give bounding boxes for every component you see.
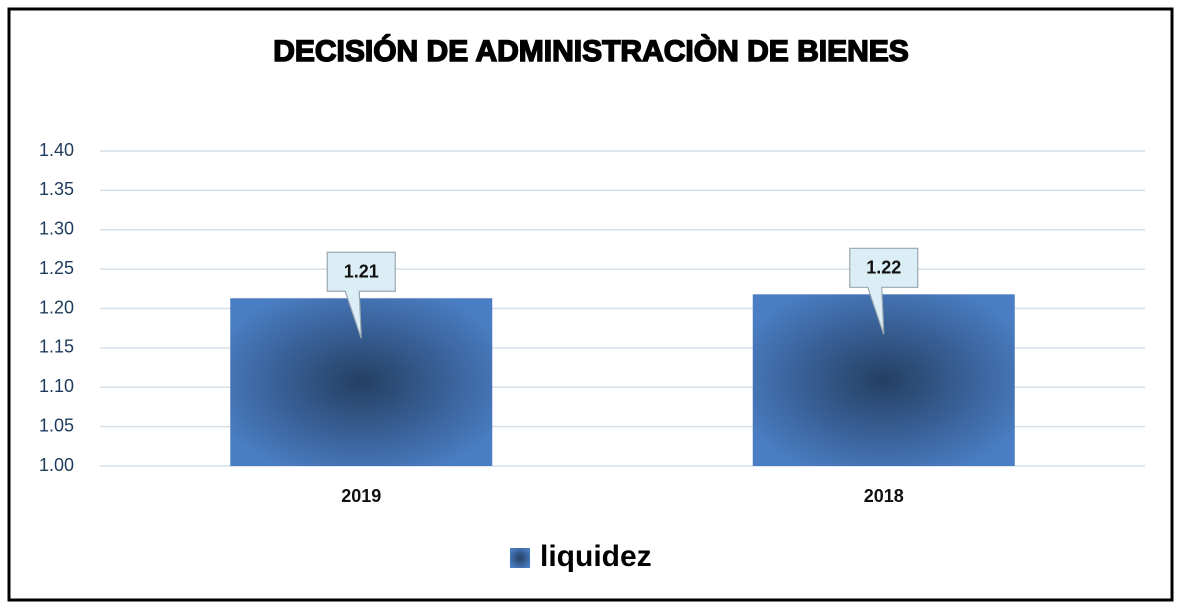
data-label-callout bbox=[849, 247, 919, 335]
x-tick-label: 2019 bbox=[341, 486, 381, 506]
y-tick-label: 1.25 bbox=[39, 258, 74, 278]
data-label: 1.21 bbox=[344, 262, 379, 282]
y-tick-label: 1.15 bbox=[39, 337, 74, 357]
data-label-callout bbox=[326, 251, 396, 339]
bar bbox=[752, 294, 1015, 466]
bar bbox=[230, 298, 493, 466]
legend-label: liquidez bbox=[540, 540, 652, 573]
data-label: 1.22 bbox=[866, 258, 901, 278]
y-tick-label: 1.00 bbox=[39, 455, 74, 475]
y-tick-label: 1.05 bbox=[39, 415, 74, 435]
legend-swatch bbox=[510, 548, 530, 568]
y-tick-label: 1.30 bbox=[39, 219, 74, 239]
y-tick-label: 1.20 bbox=[39, 297, 74, 317]
y-tick-label: 1.35 bbox=[39, 179, 74, 199]
y-tick-label: 1.10 bbox=[39, 376, 74, 396]
chart-title: DECISIÓN DE ADMINISTRACIÒN DE BIENES bbox=[273, 34, 909, 68]
x-tick-label: 2018 bbox=[864, 486, 904, 506]
y-tick-label: 1.40 bbox=[39, 140, 74, 160]
